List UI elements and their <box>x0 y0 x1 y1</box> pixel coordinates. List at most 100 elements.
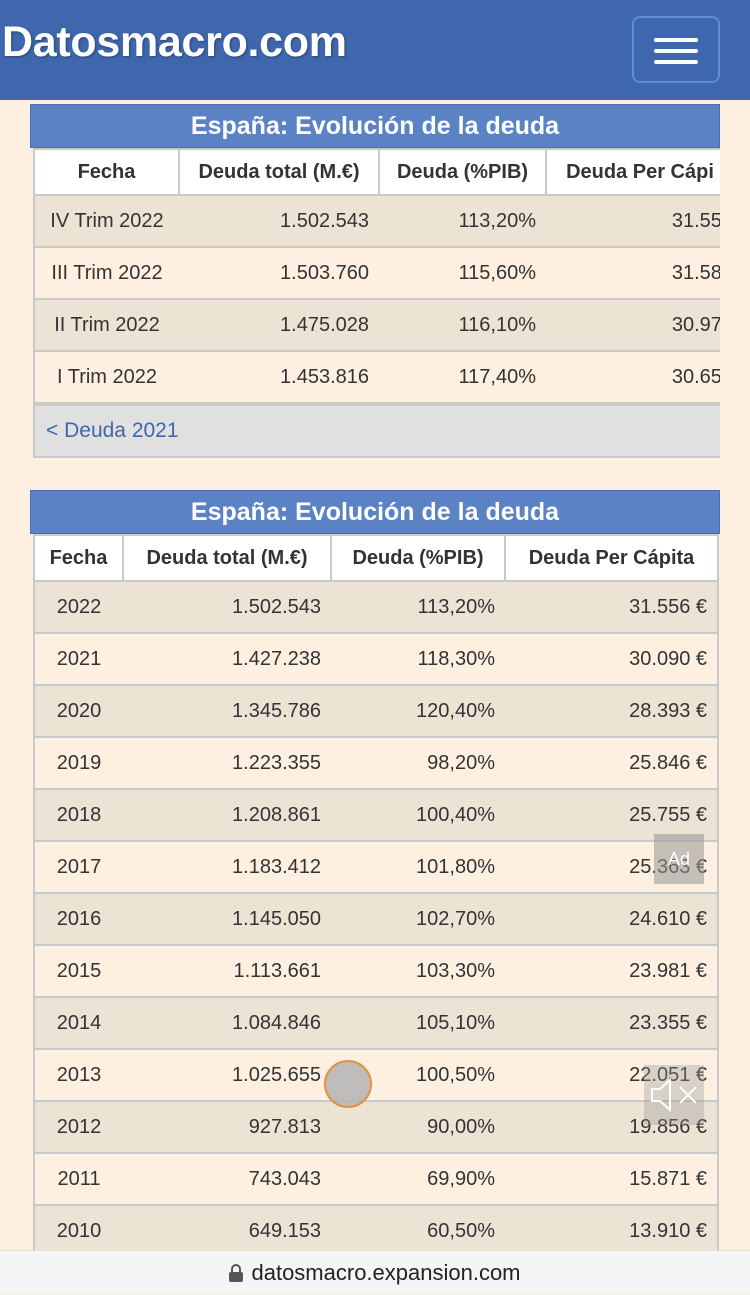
cell-deuda-per-capita: 24.610 € <box>505 892 719 946</box>
table-row: 2010 649.153 60,50% 13.910 € <box>33 1204 719 1250</box>
table-row: 2022 1.502.543 113,20% 31.556 € <box>33 580 719 634</box>
cell-fecha[interactable]: 2015 <box>33 944 123 998</box>
cell-fecha[interactable]: 2021 <box>33 632 123 686</box>
cell-deuda-total: 1.503.760 <box>179 246 379 300</box>
table-row: 2012 927.813 90,00% 19.856 € <box>33 1100 719 1154</box>
cell-deuda-pib: 118,30% <box>331 632 505 686</box>
cell-fecha[interactable]: IV Trim 2022 <box>33 194 179 248</box>
cell-deuda-per-capita: 30.978 <box>546 298 720 352</box>
cell-fecha[interactable]: 2014 <box>33 996 123 1050</box>
cell-deuda-pib: 60,50% <box>331 1204 505 1250</box>
cell-deuda-per-capita: 19.856 € <box>505 1100 719 1154</box>
cell-fecha[interactable]: 2022 <box>33 580 123 634</box>
column-header-deuda-pib[interactable]: Deuda (%PIB) <box>330 534 506 582</box>
table-row: 2018 1.208.861 100,40% 25.755 € <box>33 788 719 842</box>
cell-deuda-pib: 113,20% <box>331 580 505 634</box>
cell-fecha[interactable]: 2017 <box>33 840 123 894</box>
column-header-fecha[interactable]: Fecha <box>33 534 124 582</box>
table-row: 2020 1.345.786 120,40% 28.393 € <box>33 684 719 738</box>
column-header-deuda-total[interactable]: Deuda total (M.€) <box>178 148 380 196</box>
cell-deuda-per-capita: 31.556 <box>546 194 720 248</box>
table-row: 2016 1.145.050 102,70% 24.610 € <box>33 892 719 946</box>
table-row: 2011 743.043 69,90% 15.871 € <box>33 1152 719 1206</box>
site-logo[interactable]: Datosmacro.com <box>2 18 347 66</box>
cell-deuda-pib: 117,40% <box>379 350 546 404</box>
table-row: III Trim 2022 1.503.760 115,60% 31.582 <box>33 246 720 300</box>
cell-deuda-per-capita: 31.582 <box>546 246 720 300</box>
cell-deuda-pib: 105,10% <box>331 996 505 1050</box>
cell-fecha[interactable]: 2011 <box>33 1152 123 1206</box>
cell-deuda-total: 1.453.816 <box>179 350 379 404</box>
cell-deuda-total: 1.223.355 <box>123 736 331 790</box>
cell-fecha[interactable]: 2018 <box>33 788 123 842</box>
hamburger-menu-button[interactable] <box>632 16 720 83</box>
cell-deuda-per-capita: 30.650 <box>546 350 720 404</box>
cell-fecha[interactable]: I Trim 2022 <box>33 350 179 404</box>
cell-deuda-pib: 113,20% <box>379 194 546 248</box>
mute-button[interactable] <box>644 1065 704 1125</box>
column-header-fecha[interactable]: Fecha <box>33 148 180 196</box>
touch-indicator <box>324 1060 372 1108</box>
url-text: datosmacro.expansion.com <box>251 1260 521 1285</box>
table-row: 2019 1.223.355 98,20% 25.846 € <box>33 736 719 790</box>
table-row: II Trim 2022 1.475.028 116,10% 30.978 <box>33 298 720 352</box>
cell-deuda-per-capita: 25.846 € <box>505 736 719 790</box>
prev-year-link[interactable]: < Deuda 2021 <box>33 404 720 458</box>
cell-fecha[interactable]: 2013 <box>33 1048 123 1102</box>
annual-debt-card: España: Evolución de la deuda Fecha Deud… <box>30 490 720 1250</box>
cell-deuda-per-capita: 22.051 € <box>505 1048 719 1102</box>
cell-fecha[interactable]: 2010 <box>33 1204 123 1250</box>
annual-debt-table: Fecha Deuda total (M.€) Deuda (%PIB) Deu… <box>33 534 719 1250</box>
cell-fecha[interactable]: 2019 <box>33 736 123 790</box>
cell-deuda-total: 1.113.661 <box>123 944 331 998</box>
ad-badge[interactable]: Ad <box>654 834 704 884</box>
table-header-row: Fecha Deuda total (M.€) Deuda (%PIB) Deu… <box>33 534 719 582</box>
cell-fecha[interactable]: III Trim 2022 <box>33 246 179 300</box>
cell-deuda-pib: 102,70% <box>331 892 505 946</box>
table-row: 2015 1.113.661 103,30% 23.981 € <box>33 944 719 998</box>
cell-deuda-total: 1.475.028 <box>179 298 379 352</box>
cell-fecha[interactable]: II Trim 2022 <box>33 298 179 352</box>
cell-fecha[interactable]: 2016 <box>33 892 123 946</box>
column-header-deuda-per-capita[interactable]: Deuda Per Cápi <box>545 148 720 196</box>
cell-deuda-pib: 116,10% <box>379 298 546 352</box>
annual-table-title: España: Evolución de la deuda <box>30 490 720 534</box>
cell-deuda-total: 1.345.786 <box>123 684 331 738</box>
cell-deuda-total: 927.813 <box>123 1100 331 1154</box>
cell-deuda-per-capita: 30.090 € <box>505 632 719 686</box>
cell-deuda-total: 1.502.543 <box>179 194 379 248</box>
cell-deuda-per-capita: 25.755 € <box>505 788 719 842</box>
cell-deuda-pib: 115,60% <box>379 246 546 300</box>
cell-deuda-per-capita: 28.393 € <box>505 684 719 738</box>
cell-deuda-total: 1.145.050 <box>123 892 331 946</box>
cell-fecha[interactable]: 2020 <box>33 684 123 738</box>
lock-icon <box>229 1264 244 1282</box>
quarterly-debt-card: España: Evolución de la deuda Fecha Deud… <box>30 104 720 460</box>
cell-deuda-per-capita: 15.871 € <box>505 1152 719 1206</box>
cell-deuda-pib: 120,40% <box>331 684 505 738</box>
cell-deuda-pib: 69,90% <box>331 1152 505 1206</box>
table-row: 2014 1.084.846 105,10% 23.355 € <box>33 996 719 1050</box>
column-header-deuda-per-capita[interactable]: Deuda Per Cápita <box>504 534 719 582</box>
cell-deuda-total: 1.208.861 <box>123 788 331 842</box>
quarterly-table-title: España: Evolución de la deuda <box>30 104 720 148</box>
table-row: 2021 1.427.238 118,30% 30.090 € <box>33 632 719 686</box>
cell-deuda-per-capita: 23.355 € <box>505 996 719 1050</box>
table-row: IV Trim 2022 1.502.543 113,20% 31.556 <box>33 194 720 248</box>
cell-deuda-total: 1.084.846 <box>123 996 331 1050</box>
table-row: 2013 1.025.655 100,50% 22.051 € <box>33 1048 719 1102</box>
url-bar[interactable]: datosmacro.expansion.com <box>0 1250 750 1294</box>
cell-deuda-total: 743.043 <box>123 1152 331 1206</box>
cell-fecha[interactable]: 2012 <box>33 1100 123 1154</box>
cell-deuda-pib: 103,30% <box>331 944 505 998</box>
table-row: I Trim 2022 1.453.816 117,40% 30.650 <box>33 350 720 404</box>
cell-deuda-total: 1.183.412 <box>123 840 331 894</box>
speaker-mute-icon <box>651 1077 697 1113</box>
cell-deuda-total: 1.025.655 <box>123 1048 331 1102</box>
column-header-deuda-pib[interactable]: Deuda (%PIB) <box>378 148 547 196</box>
top-navbar: Datosmacro.com <box>0 0 750 100</box>
column-header-deuda-total[interactable]: Deuda total (M.€) <box>122 534 332 582</box>
table-header-row: Fecha Deuda total (M.€) Deuda (%PIB) Deu… <box>33 148 720 196</box>
hamburger-menu-icon <box>654 38 698 42</box>
